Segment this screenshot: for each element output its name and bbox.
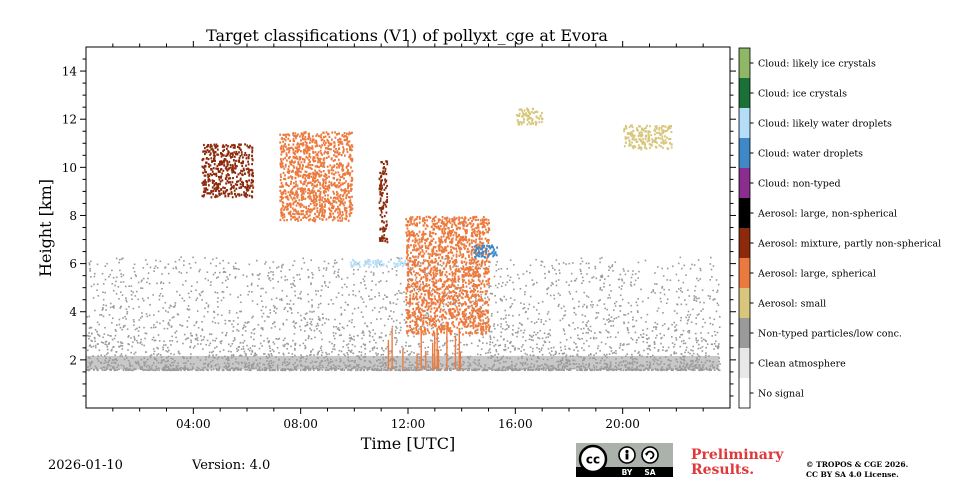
copyright-line-1: © TROPOS & CGE 2026. bbox=[806, 460, 908, 470]
colorbar-swatch bbox=[739, 258, 750, 288]
sa-label: SA bbox=[644, 468, 655, 477]
class-feature-7 bbox=[516, 108, 543, 126]
class-colorbar: Cloud: likely ice crystals Cloud: ice cry… bbox=[739, 48, 941, 408]
cc-by-sa-license-badge: cc BY SA bbox=[576, 443, 673, 477]
x-tick-label: 08:00 bbox=[283, 417, 318, 431]
share-alike-icon bbox=[642, 447, 658, 463]
x-tick-label: 16:00 bbox=[498, 417, 533, 431]
colorbar-swatch bbox=[739, 48, 750, 78]
colorbar-swatch bbox=[739, 348, 750, 378]
colorbar-label: No signal bbox=[758, 389, 804, 400]
class-feature-5 bbox=[350, 259, 409, 268]
x-axis-label: Time [UTC] bbox=[361, 434, 455, 453]
colorbar-swatch bbox=[739, 138, 750, 168]
class-feature-2 bbox=[279, 131, 353, 222]
colorbar-swatch bbox=[739, 168, 750, 198]
class-feature-3 bbox=[379, 160, 389, 243]
colorbar-label: Cloud: water droplets bbox=[758, 149, 863, 160]
by-label: BY bbox=[622, 468, 633, 477]
colorbar-label: Clean atmosphere bbox=[758, 359, 846, 370]
y-tick-label: 14 bbox=[62, 65, 78, 79]
colorbar-label: Aerosol: mixture, partly non-spherical bbox=[757, 239, 941, 250]
colorbar-label: Aerosol: large, non-spherical bbox=[757, 209, 897, 220]
colorbar-swatch bbox=[739, 378, 750, 408]
y-tick-label: 8 bbox=[69, 209, 77, 223]
colorbar-label: Cloud: ice crystals bbox=[758, 89, 847, 100]
y-axis: 2 4 6 8 10 12 14 bbox=[62, 59, 736, 396]
chart-title: Target classifications (V1) of pollyxt_c… bbox=[206, 26, 608, 45]
y-tick-label: 10 bbox=[62, 161, 77, 175]
y-tick-label: 2 bbox=[69, 353, 77, 367]
colorbar-swatch bbox=[739, 198, 750, 228]
colorbar-swatch bbox=[739, 108, 750, 138]
colorbar-swatch bbox=[739, 288, 750, 318]
y-tick-label: 6 bbox=[69, 257, 77, 271]
classification-layers bbox=[86, 108, 721, 372]
y-tick-label: 12 bbox=[62, 113, 77, 127]
preliminary-line-2: Results. bbox=[691, 463, 783, 478]
colorbar-swatch bbox=[739, 318, 750, 348]
class-feature-1 bbox=[202, 143, 255, 198]
preliminary-results-note: Preliminary Results. bbox=[691, 448, 783, 478]
colorbar-label: Aerosol: large, spherical bbox=[757, 269, 876, 280]
colorbar-label: Cloud: non-typed bbox=[758, 179, 841, 190]
x-tick-label: 12:00 bbox=[391, 417, 426, 431]
copyright-line-2: CC BY SA 4.0 License. bbox=[806, 470, 908, 480]
x-tick-label: 20:00 bbox=[605, 417, 640, 431]
date-label: 2026-01-10 bbox=[48, 458, 123, 473]
colorbar-swatch bbox=[739, 78, 750, 108]
y-axis-label: Height [km] bbox=[36, 179, 55, 277]
y-tick-label: 4 bbox=[69, 305, 77, 319]
colorbar-label: Cloud: likely water droplets bbox=[758, 119, 892, 130]
preliminary-line-1: Preliminary bbox=[691, 448, 783, 463]
class-feature-8 bbox=[623, 124, 673, 150]
copyright-note: © TROPOS & CGE 2026. CC BY SA 4.0 Licens… bbox=[806, 460, 908, 480]
colorbar-label: Non-typed particles/low conc. bbox=[758, 329, 902, 340]
colorbar-label: Cloud: likely ice crystals bbox=[758, 59, 876, 70]
cc-icon: cc bbox=[586, 453, 600, 467]
colorbar-swatch bbox=[739, 228, 750, 258]
x-tick-label: 04:00 bbox=[176, 417, 211, 431]
colorbar-label: Aerosol: small bbox=[757, 299, 826, 310]
version-label: Version: 4.0 bbox=[192, 458, 270, 473]
